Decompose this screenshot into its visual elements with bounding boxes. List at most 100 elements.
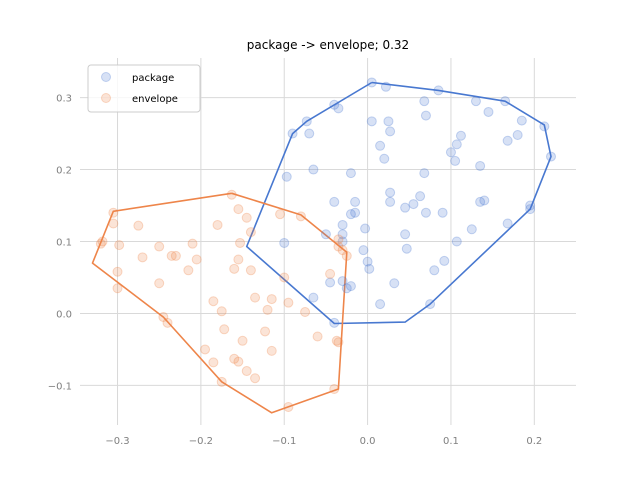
package-point: [502, 135, 513, 146]
package-point: [337, 219, 348, 230]
hull-lines: [91, 81, 552, 414]
x-tick-label: −0.1: [272, 436, 296, 447]
package-point: [304, 128, 315, 139]
envelope-point: [229, 263, 240, 274]
x-tick-labels: −0.3 −0.2 −0.1 0.0 0.1 0.2: [105, 436, 542, 447]
envelope-point: [166, 250, 177, 261]
envelope-point: [170, 250, 181, 261]
package-point: [419, 96, 430, 107]
envelope-point: [154, 241, 165, 252]
series-envelope: [95, 189, 352, 413]
envelope-point: [200, 344, 211, 355]
package-point: [380, 81, 391, 92]
envelope-point: [208, 296, 219, 307]
package-point: [279, 237, 290, 248]
envelope-point: [133, 220, 144, 231]
envelope-point: [235, 237, 246, 248]
envelope-point: [245, 227, 256, 238]
envelope-point: [233, 356, 244, 367]
package-point: [545, 151, 556, 162]
y-tick-label: 0.0: [56, 309, 72, 320]
package-point: [320, 229, 331, 240]
package-point: [451, 139, 462, 150]
package-point: [287, 128, 298, 139]
package-point: [364, 263, 375, 274]
package-point: [450, 155, 461, 166]
envelope-point: [219, 324, 230, 335]
x-tick-label: −0.2: [189, 436, 213, 447]
envelope-point: [250, 373, 261, 384]
package-point: [466, 224, 477, 235]
package-point: [415, 191, 426, 202]
package-point: [483, 106, 494, 117]
envelope-point: [275, 209, 286, 220]
package-point: [375, 299, 386, 310]
y-tick-labels: −0.1 0.0 0.1 0.2 0.3: [48, 94, 72, 393]
envelope-point: [162, 317, 173, 328]
package-point: [308, 164, 319, 175]
package-point: [502, 218, 513, 229]
package-point: [425, 299, 436, 310]
package-point: [375, 140, 386, 151]
envelope-point: [112, 266, 123, 277]
package-point: [525, 200, 536, 211]
package-point: [325, 277, 336, 288]
envelope-point: [208, 357, 219, 368]
package-point: [385, 187, 396, 198]
envelope-point: [95, 238, 106, 249]
package-point: [360, 223, 371, 234]
package-point: [329, 196, 340, 207]
package-point: [500, 96, 511, 107]
envelope-hull-line: [91, 192, 348, 414]
envelope-point: [97, 236, 108, 247]
package-point: [350, 207, 361, 218]
package-point: [329, 99, 340, 110]
package-point: [420, 110, 431, 121]
envelope-point: [260, 326, 271, 337]
package-point: [350, 196, 361, 207]
package-point: [512, 129, 523, 140]
package-point: [366, 77, 377, 88]
package-point: [345, 168, 356, 179]
envelope-point: [283, 297, 294, 308]
envelope-point: [300, 307, 311, 318]
package-point: [379, 153, 390, 164]
envelope-point: [329, 384, 340, 395]
envelope-point: [154, 278, 165, 289]
package-point: [345, 209, 356, 220]
x-tick-label: −0.3: [105, 436, 129, 447]
envelope-point: [333, 234, 344, 245]
envelope-point: [295, 211, 306, 222]
scatter-points: [95, 77, 556, 413]
package-point: [455, 130, 466, 141]
package-point: [337, 276, 348, 287]
package-point: [475, 160, 486, 171]
series-package: [279, 77, 556, 328]
package-point: [401, 243, 412, 254]
package-point: [400, 229, 411, 240]
package-point: [281, 171, 292, 182]
package-point: [333, 103, 344, 114]
package-point: [479, 195, 490, 206]
chart-title: package -> envelope; 0.32: [247, 38, 409, 52]
legend-marker-package: [101, 72, 111, 82]
envelope-point: [183, 265, 194, 276]
legend-box: [87, 64, 201, 113]
y-tick-label: 0.2: [56, 166, 72, 177]
package-point: [429, 265, 440, 276]
envelope-point: [233, 254, 244, 265]
package-point: [301, 116, 312, 127]
envelope-point: [108, 218, 119, 229]
y-tick-label: 0.1: [56, 238, 72, 249]
package-point: [433, 85, 444, 96]
package-point: [358, 245, 369, 256]
grid: [80, 58, 576, 425]
package-point: [337, 229, 348, 240]
envelope-point: [333, 337, 344, 348]
package-point: [341, 283, 352, 294]
envelope-point: [241, 212, 252, 223]
envelope-point: [279, 272, 290, 283]
package-point: [329, 317, 340, 328]
package-point: [439, 255, 450, 266]
